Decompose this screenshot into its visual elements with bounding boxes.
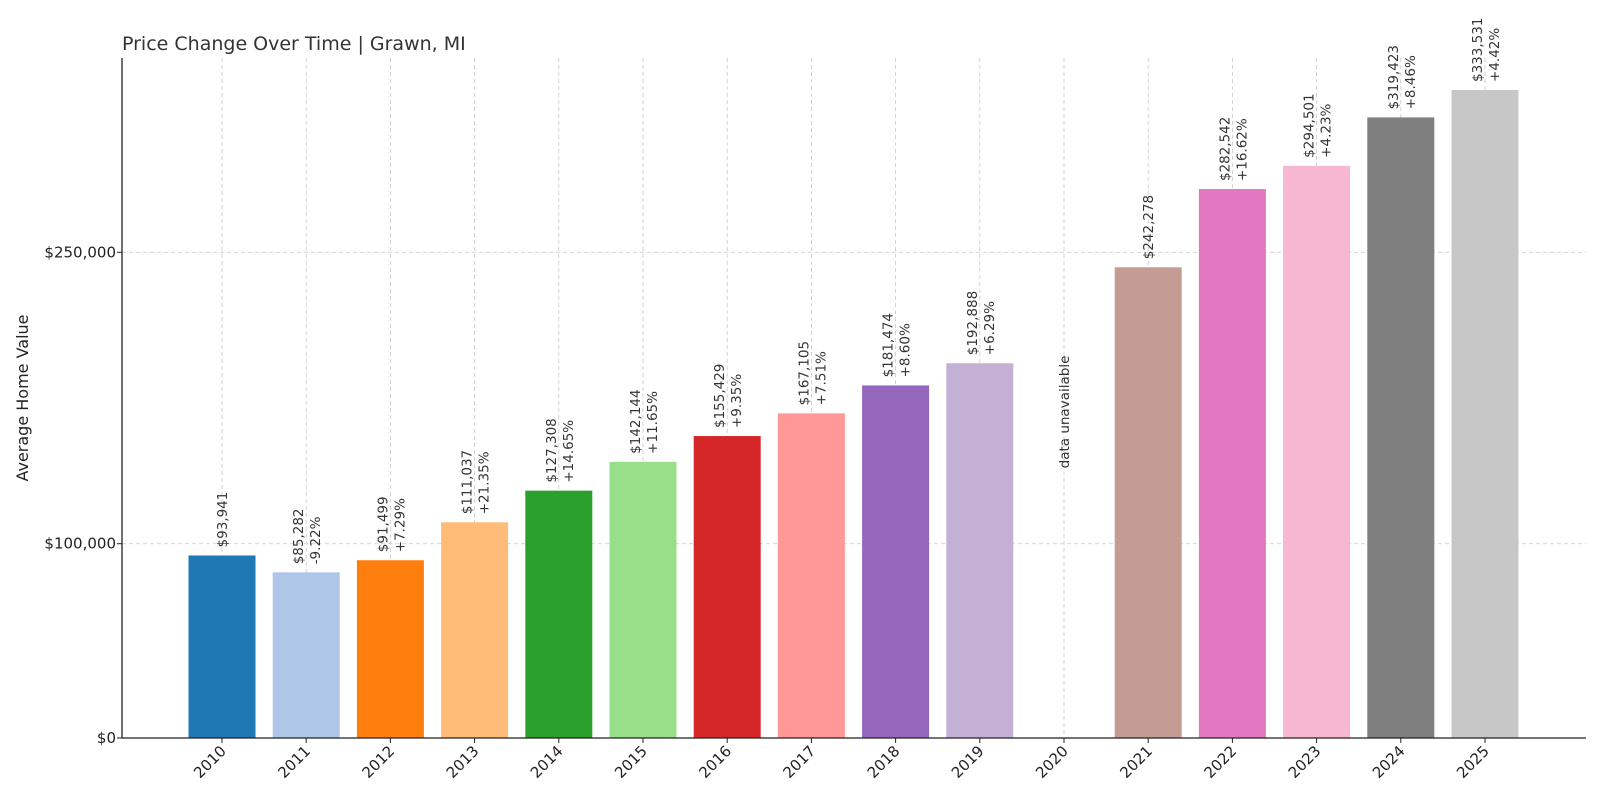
change-label-2011: -9.22%: [308, 516, 324, 564]
bar-2010: [188, 555, 256, 738]
change-label-2012: +7.29%: [392, 498, 408, 552]
change-label-2018: +8.60%: [898, 323, 914, 377]
change-label-2013: +21.35%: [477, 451, 493, 514]
change-label-2019: +6.29%: [982, 301, 998, 355]
value-label-2011: $85,282: [291, 508, 307, 564]
bar-2011: [272, 572, 340, 738]
value-label-2024: $319,423: [1386, 45, 1402, 109]
value-label-2021: $242,278: [1141, 195, 1157, 259]
bar-2016: [693, 436, 761, 738]
change-label-2022: +16.62%: [1234, 118, 1250, 181]
x-tick-label: 2025: [1453, 742, 1493, 782]
value-label-2012: $91,499: [375, 496, 391, 552]
change-label-2025: +4.42%: [1487, 28, 1503, 82]
bar-2024: [1367, 117, 1435, 739]
y-axis-title: Average Home Value: [13, 314, 32, 481]
bar-2018: [862, 385, 930, 738]
value-label-2016: $155,429: [712, 364, 728, 428]
change-label-2014: +14.65%: [561, 420, 577, 483]
x-tick-label: 2014: [527, 742, 567, 782]
y-tick-label: $100,000: [44, 535, 116, 553]
missing-data-label-2020: data unavailable: [1057, 356, 1073, 469]
value-label-2014: $127,308: [544, 418, 560, 482]
y-tick-label: $0: [97, 729, 116, 747]
x-tick-label: 2023: [1285, 742, 1325, 782]
bar-2017: [777, 413, 845, 738]
x-tick-label: 2021: [1116, 742, 1156, 782]
x-tick-label: 2024: [1369, 742, 1409, 782]
value-label-2019: $192,888: [965, 291, 981, 355]
grid-layer: [122, 58, 1586, 738]
value-label-2025: $333,531: [1470, 18, 1486, 82]
bar-2015: [609, 461, 677, 738]
value-label-2022: $282,542: [1217, 117, 1233, 181]
x-tick-label: 2017: [779, 742, 819, 782]
value-label-2018: $181,474: [881, 313, 897, 377]
x-tick-label: 2019: [948, 742, 988, 782]
bar-2021: [1114, 267, 1182, 738]
chart-title: Price Change Over Time | Grawn, MI: [122, 33, 466, 55]
value-label-2023: $294,501: [1302, 93, 1318, 157]
bar-2014: [525, 490, 593, 738]
bar-2012: [356, 560, 424, 738]
value-label-2010: $93,941: [215, 492, 231, 548]
bar-2019: [946, 363, 1014, 738]
x-tick-label: 2018: [864, 742, 904, 782]
value-label-2017: $167,105: [796, 341, 812, 405]
x-tick-label: 2013: [443, 742, 483, 782]
bar-2022: [1198, 189, 1266, 738]
change-label-2017: +7.51%: [813, 351, 829, 405]
value-label-2015: $142,144: [628, 389, 644, 453]
bar-2013: [441, 522, 509, 738]
axes-layer: [117, 58, 1586, 743]
change-label-2015: +11.65%: [645, 391, 661, 454]
x-tick-label: 2010: [190, 742, 230, 782]
x-tick-label: 2012: [358, 742, 398, 782]
x-tick-label: 2011: [274, 742, 314, 782]
x-tick-label: 2020: [1032, 742, 1072, 782]
y-tick-label: $250,000: [44, 243, 116, 261]
bar-2025: [1451, 89, 1519, 738]
value-label-2013: $111,037: [460, 450, 476, 514]
bars-layer: [188, 89, 1519, 739]
x-tick-label: 2022: [1200, 742, 1240, 782]
change-label-2023: +4.23%: [1319, 103, 1335, 157]
change-label-2024: +8.46%: [1403, 55, 1419, 109]
change-label-2016: +9.35%: [729, 374, 745, 428]
x-tick-label: 2015: [611, 742, 651, 782]
x-tick-label: 2016: [695, 742, 735, 782]
bar-2023: [1283, 165, 1351, 738]
